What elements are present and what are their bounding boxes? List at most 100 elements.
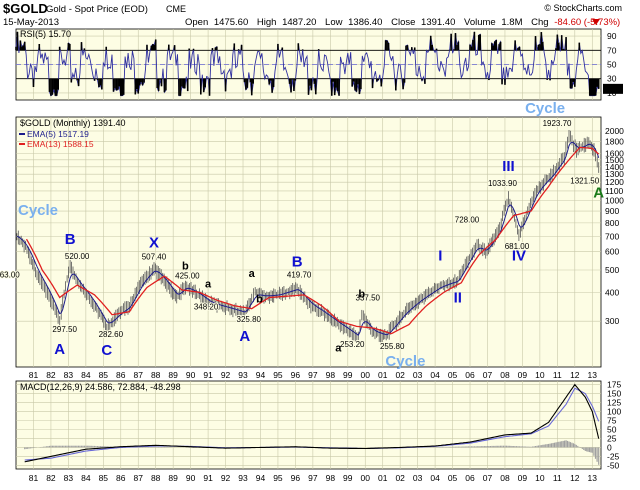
x-tick-label: 10 xyxy=(535,370,545,380)
x-tick-label: 93 xyxy=(238,473,248,483)
price-value-label: 419.70 xyxy=(287,271,312,280)
price-value-label: 463.00 xyxy=(0,271,20,280)
symbol-title: $GOLD xyxy=(3,1,48,16)
open-value: 1475.60 xyxy=(214,17,248,28)
exchange-label: CME xyxy=(166,4,186,14)
price-value-label: 425.00 xyxy=(175,271,200,280)
price-tick-label: 700 xyxy=(605,231,619,241)
price-tick-label: 1200 xyxy=(605,177,624,187)
x-tick-label: 87 xyxy=(134,370,144,380)
price-value-label: 1033.90 xyxy=(488,179,517,188)
x-tick-label: 82 xyxy=(46,370,56,380)
high-value: 1487.20 xyxy=(282,17,316,28)
x-tick-label: 87 xyxy=(134,473,144,483)
elliott-subwave-label: b xyxy=(256,294,263,306)
rsi-tick-label: 90 xyxy=(607,31,617,41)
elliott-wave-label: A xyxy=(593,184,604,201)
x-axis-middle: 81 82 83 84 85 86 87 88 89 90 91 92 93 94 95 96 97 98 99 00… xyxy=(29,370,598,380)
chg-value: -84.60 (-5.73%) xyxy=(554,17,620,28)
price-tick-label: 2000 xyxy=(605,126,624,136)
low-value: 1386.40 xyxy=(348,17,382,28)
price-title: $GOLD (Monthly) 1391.40 xyxy=(20,118,126,128)
x-tick-label: 01 xyxy=(378,370,388,380)
price-tick-label: 1100 xyxy=(605,186,624,196)
price-plot-area xyxy=(15,116,602,368)
cycle-label: Cycle xyxy=(18,202,58,219)
volume-value: 1.8M xyxy=(501,17,522,28)
elliott-subwave-label: b xyxy=(358,289,365,301)
down-arrow-icon xyxy=(592,19,600,25)
brand-label: © StockCharts.com xyxy=(544,3,622,13)
rsi-panel: 1030507090RSI(5) 15.70 xyxy=(15,28,623,101)
x-tick-label: 05 xyxy=(448,370,458,380)
x-tick-label: 07 xyxy=(483,370,493,380)
x-tick-label: 01 xyxy=(378,473,388,483)
x-tick-label: 95 xyxy=(273,473,283,483)
x-tick-label: 88 xyxy=(151,370,161,380)
x-tick-label: 85 xyxy=(99,473,109,483)
close-label: Close xyxy=(391,17,415,28)
elliott-wave-label: C xyxy=(101,342,112,359)
x-tick-label: 94 xyxy=(256,370,266,380)
elliott-wave-label: A xyxy=(54,341,65,358)
elliott-subwave-label: a xyxy=(249,268,256,280)
elliott-wave-label: B xyxy=(292,254,303,271)
price-tick-label: 500 xyxy=(605,265,619,275)
x-tick-label: 86 xyxy=(116,370,126,380)
x-tick-label: 05 xyxy=(448,473,458,483)
price-value-label: 337.50 xyxy=(356,293,381,302)
macd-title: MACD(12,26,9) 24.586, 72.884, -48.298 xyxy=(20,382,181,392)
x-tick-label: 04 xyxy=(430,473,440,483)
x-tick-label: 92 xyxy=(221,370,231,380)
macd-tick-label: 0 xyxy=(607,442,612,452)
x-tick-label: 81 xyxy=(29,370,39,380)
x-tick-label: 11 xyxy=(553,370,562,380)
quote-line: Open 1475.60 High 1487.20 Low 1386.40 Cl… xyxy=(185,17,620,28)
ema13-line xyxy=(25,146,600,335)
price-value-label: 297.50 xyxy=(52,325,77,334)
macd-tick-label: 100 xyxy=(607,407,621,417)
price-tick-label: 1300 xyxy=(605,169,624,179)
elliott-wave-label: III xyxy=(502,158,515,175)
elliott-wave-label: B xyxy=(65,231,76,248)
x-tick-label: 13 xyxy=(588,370,598,380)
x-tick-label: 10 xyxy=(535,473,545,483)
high-label: High xyxy=(257,17,277,28)
price-tick-label: 1800 xyxy=(605,137,624,147)
price-value-label: 1321.50 xyxy=(570,177,599,186)
x-tick-label: 99 xyxy=(343,473,353,483)
x-tick-label: 88 xyxy=(151,473,161,483)
x-tick-label: 03 xyxy=(413,473,423,483)
close-value: 1391.40 xyxy=(421,17,455,28)
x-tick-label: 99 xyxy=(343,370,353,380)
x-tick-label: 97 xyxy=(308,370,318,380)
price-tick-label: 800 xyxy=(605,218,619,228)
x-tick-label: 08 xyxy=(500,473,510,483)
price-value-label: 1923.70 xyxy=(543,119,572,128)
elliott-wave-label: I xyxy=(438,247,442,264)
elliott-subwave-label: a xyxy=(335,343,342,355)
macd-tick-label: 150 xyxy=(607,389,621,399)
macd-plot-area xyxy=(15,380,602,470)
x-tick-label: 93 xyxy=(238,370,248,380)
legend-label: EMA(5) 1517.19 xyxy=(27,129,89,139)
rsi-title: RSI(5) 15.70 xyxy=(20,29,71,39)
elliott-wave-label: IV xyxy=(512,247,526,264)
macd-tick-label: 125 xyxy=(607,398,621,408)
x-tick-label: 84 xyxy=(81,370,91,380)
rsi-tick-label: 70 xyxy=(607,45,617,55)
elliott-wave-label: A xyxy=(239,328,250,345)
rsi-last-value-marker xyxy=(603,83,623,94)
x-tick-label: 11 xyxy=(553,473,562,483)
symbol-description: Gold - Spot Price (EOD) xyxy=(46,4,148,15)
x-tick-label: 98 xyxy=(326,370,336,380)
cycle-label: Cycle xyxy=(525,100,565,117)
x-tick-label: 95 xyxy=(273,370,283,380)
price-value-label: 520.00 xyxy=(65,252,90,261)
price-tick-label: 1000 xyxy=(605,196,624,206)
x-tick-label: 83 xyxy=(64,473,74,483)
x-tick-label: 00 xyxy=(361,370,371,380)
x-tick-label: 96 xyxy=(291,370,301,380)
x-tick-label: 92 xyxy=(221,473,231,483)
